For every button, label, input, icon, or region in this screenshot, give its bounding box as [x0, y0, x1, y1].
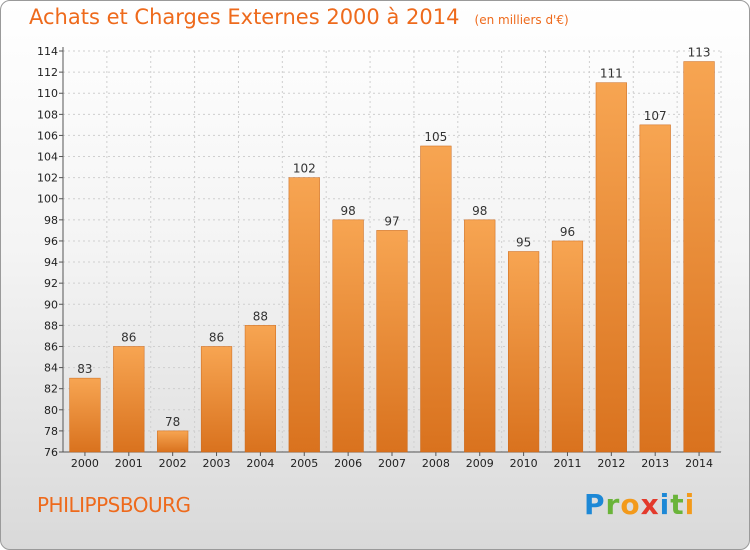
y-tick-label: 78 — [44, 425, 58, 438]
y-tick-label: 92 — [44, 277, 58, 290]
bar — [200, 346, 233, 453]
data-label: 95 — [516, 236, 531, 250]
y-tick-label: 94 — [44, 256, 58, 269]
data-label: 113 — [688, 46, 711, 60]
y-tick-label: 98 — [44, 214, 58, 227]
title-row: Achats et Charges Externes 2000 à 2014 (… — [29, 5, 569, 29]
y-tick-label: 90 — [44, 298, 58, 311]
x-tick-label: 2004 — [246, 457, 274, 470]
y-tick-label: 108 — [37, 108, 58, 121]
y-tick-label: 86 — [44, 340, 58, 353]
bar — [288, 177, 320, 453]
logo-letter: r — [605, 488, 621, 521]
bar — [639, 124, 671, 453]
data-label: 107 — [644, 109, 667, 123]
y-tick-label: 80 — [44, 404, 58, 417]
x-tick-label: 2002 — [159, 457, 187, 470]
y-tick-label: 100 — [37, 193, 58, 206]
bar — [157, 430, 189, 453]
bar — [683, 61, 715, 453]
y-tick-label: 82 — [44, 383, 58, 396]
data-label: 97 — [384, 214, 399, 228]
y-tick-label: 110 — [37, 87, 58, 100]
x-tick-label: 2007 — [378, 457, 406, 470]
chart-title: Achats et Charges Externes 2000 à 2014 — [29, 5, 460, 29]
x-tick-label: 2000 — [71, 457, 99, 470]
y-tick-label: 104 — [37, 151, 58, 164]
x-tick-label: 2014 — [685, 457, 713, 470]
proxiti-logo: Proxiti — [584, 488, 695, 521]
bar — [420, 145, 452, 453]
data-label: 78 — [165, 415, 180, 429]
y-tick-label: 102 — [37, 172, 58, 185]
y-tick-label: 114 — [37, 45, 58, 58]
y-tick-label: 84 — [44, 362, 58, 375]
bar — [507, 251, 540, 453]
y-tick-label: 88 — [44, 319, 58, 332]
x-tick-label: 2003 — [203, 457, 231, 470]
y-tick-label: 76 — [44, 446, 58, 459]
x-tick-label: 2005 — [290, 457, 318, 470]
data-label: 83 — [77, 362, 92, 376]
label-layer: 83 86 78 86 88 102 98 97 105 98 95 96 111 107 113 — [77, 46, 710, 429]
data-label: 102 — [293, 162, 316, 176]
x-tick-label: 2008 — [422, 457, 450, 470]
bar — [464, 219, 496, 453]
x-tick-label: 2001 — [115, 457, 143, 470]
bar — [332, 219, 364, 453]
x-tick-label: 2012 — [597, 457, 625, 470]
logo-letter: x — [640, 488, 660, 521]
x-tick-label: 2013 — [641, 457, 669, 470]
bar — [69, 377, 101, 453]
bar — [595, 82, 627, 453]
y-tick-label: 106 — [37, 129, 58, 142]
y-tick-label: 96 — [44, 235, 58, 248]
bar-layer — [69, 61, 715, 453]
data-label: 111 — [600, 67, 623, 81]
data-label: 96 — [560, 225, 575, 239]
x-tick-label: 2010 — [510, 457, 538, 470]
data-label: 98 — [340, 204, 355, 218]
x-tick-label: 2009 — [466, 457, 494, 470]
logo-letter: i — [659, 488, 671, 521]
bar — [376, 230, 408, 453]
data-label: 86 — [209, 330, 224, 344]
bar — [551, 240, 584, 453]
data-label: 88 — [253, 309, 268, 323]
logo-letter: i — [684, 488, 696, 521]
bar — [113, 346, 145, 453]
chart-subtitle: (en milliers d'€) — [474, 13, 569, 27]
city-name: PHILIPPSBOURG — [37, 493, 191, 517]
x-tick-label: 2006 — [334, 457, 362, 470]
bar — [244, 325, 277, 453]
logo-letter: P — [584, 488, 606, 521]
data-label: 86 — [121, 330, 136, 344]
data-label: 98 — [472, 204, 487, 218]
y-tick-label: 112 — [37, 66, 58, 79]
x-tick-label: 2011 — [553, 457, 581, 470]
data-label: 105 — [424, 130, 447, 144]
logo-letter: t — [670, 488, 685, 521]
logo-letter: o — [620, 488, 641, 521]
